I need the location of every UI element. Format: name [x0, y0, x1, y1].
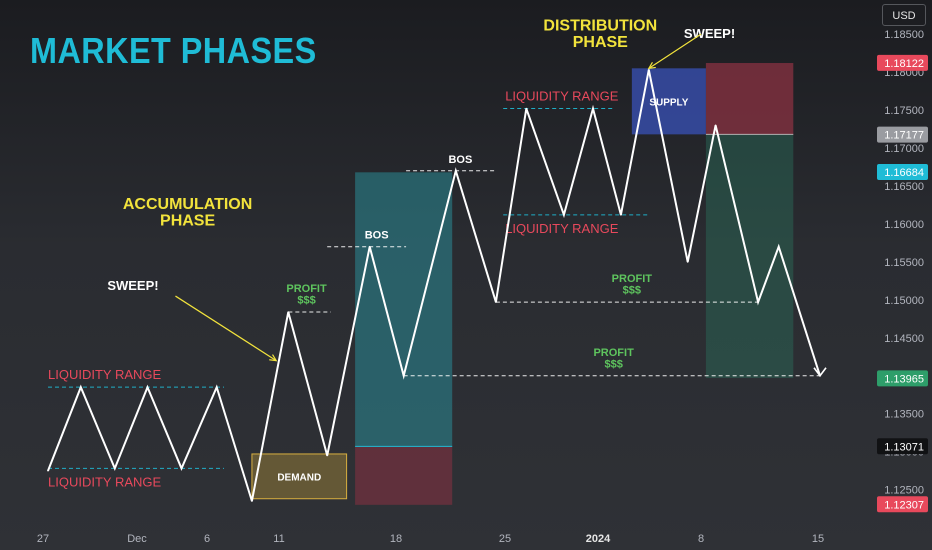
time-tick-label: 11 [273, 533, 284, 545]
sweep-label: SWEEP! [684, 26, 735, 41]
price-point [368, 245, 371, 248]
time-tick-label: 8 [698, 533, 704, 545]
price-tag [877, 438, 928, 455]
phase-label: ACCUMULATION PHASE [123, 196, 252, 230]
price-tick-label: 1.15500 [884, 257, 924, 269]
price-tick-label: 1.14500 [884, 333, 924, 345]
level-label: BOS [448, 154, 472, 166]
level-label: PROFIT $$$ [593, 347, 634, 371]
time-tick-label: 25 [499, 533, 511, 545]
time-tick-label: 18 [390, 533, 402, 545]
sweep-arrow [175, 295, 277, 362]
price-tick-label: 1.12500 [884, 485, 924, 497]
price-tag [877, 496, 928, 513]
price-tag-label: 1.16684 [884, 167, 924, 179]
time-axis[interactable]: 27 Dec 6 11 18 25 2024 8 15 [37, 533, 824, 545]
zone-long-stop [355, 446, 453, 505]
time-tick-label: 15 [812, 533, 824, 545]
price-point [47, 469, 49, 472]
zone-long-profit [355, 172, 453, 447]
price-point [146, 386, 149, 388]
price-tag-label: 1.12307 [884, 499, 924, 511]
price-point [455, 170, 457, 172]
price-tick-label: 1.18500 [884, 29, 924, 41]
price-tag [877, 370, 928, 387]
level-label: PROFIT $$$ [612, 273, 653, 297]
zone-short-stop [705, 63, 794, 135]
price-point [495, 301, 497, 303]
price-point [180, 467, 183, 470]
price-tag-label: 1.13071 [884, 441, 924, 453]
price-tag [877, 164, 928, 181]
series-layer [47, 69, 827, 502]
sweep-arrow [648, 33, 702, 69]
price-point [287, 311, 290, 313]
price-point [592, 107, 594, 110]
price-point [326, 454, 328, 457]
zones-layer: SUPPLY DEMAND [251, 63, 794, 505]
zone-label: SUPPLY [649, 97, 688, 108]
level-label: BOS [365, 230, 389, 242]
price-point [686, 261, 689, 263]
time-tick-label: Dec [127, 533, 147, 545]
annotations-layer: ACCUMULATION PHASE DISTRIBUTION PHASE SWEEP!… [107, 17, 735, 362]
price-tick-label: 1.15000 [884, 295, 924, 307]
currency-button[interactable]: USD [882, 4, 926, 26]
price-point [757, 301, 759, 303]
time-tick-label: 2024 [586, 533, 611, 545]
time-tick-label: 27 [37, 533, 49, 545]
time-tick-label: 6 [204, 533, 210, 545]
sweep-label: SWEEP! [107, 278, 158, 293]
price-point [113, 467, 116, 470]
phase-label: DISTRIBUTION PHASE [543, 17, 657, 51]
price-point [251, 500, 253, 502]
level-label: LIQUIDITY RANGE [505, 89, 619, 104]
price-point [648, 69, 650, 71]
price-point [525, 107, 528, 110]
level-label: PROFIT $$$ [286, 283, 327, 307]
price-point [402, 374, 405, 377]
price-tag-label: 1.13965 [884, 373, 924, 385]
level-label: LIQUIDITY RANGE [48, 367, 162, 382]
price-tag [877, 126, 928, 143]
price-tag-label: 1.17177 [884, 130, 924, 142]
price-point [714, 124, 717, 127]
price-tick-label: 1.17000 [884, 143, 924, 155]
level-label: LIQUIDITY RANGE [505, 221, 619, 236]
sweep-arrowhead [269, 354, 278, 362]
price-tag-label: 1.18122 [884, 58, 924, 70]
chart-title: MARKET PHASES [30, 30, 317, 71]
price-point [620, 214, 622, 216]
price-point [79, 386, 82, 388]
price-axis[interactable]: 1.125001.130001.135001.140001.145001.150… [877, 29, 928, 513]
price-point [215, 386, 218, 388]
price-tag [877, 54, 928, 71]
price-tick-label: 1.17500 [884, 105, 924, 117]
zone-label: DEMAND [277, 472, 321, 483]
zone-demand [251, 453, 348, 500]
levels-layer: LIQUIDITY RANGE LIQUIDITY RANGE LIQUIDITY … [48, 89, 820, 489]
level-label: LIQUIDITY RANGE [48, 474, 162, 489]
price-tick-label: 1.13500 [884, 409, 924, 421]
sweep-arrowhead [647, 62, 656, 70]
zone-supply [631, 68, 706, 135]
price-tick-label: 1.16000 [884, 219, 924, 231]
price-point [563, 214, 565, 216]
price-tick-label: 1.16500 [884, 181, 924, 193]
price-point [777, 245, 780, 248]
series-end-arrow [813, 367, 827, 378]
zone-short-profit [705, 134, 794, 379]
